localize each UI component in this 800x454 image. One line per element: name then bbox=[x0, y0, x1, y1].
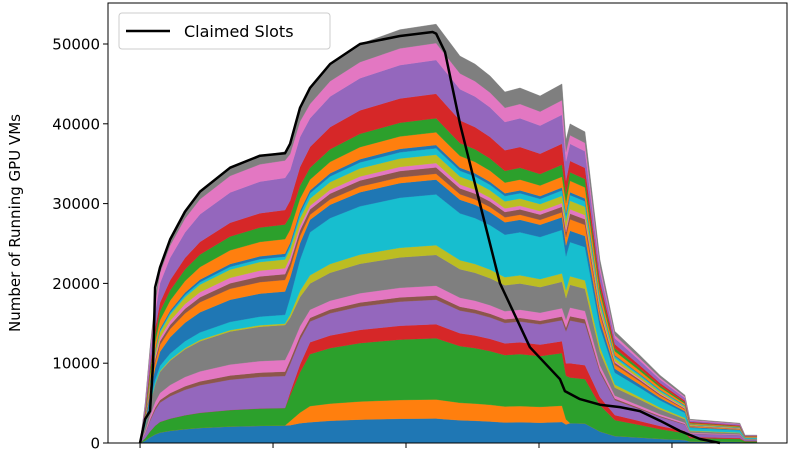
y-tick-label: 0 bbox=[90, 435, 100, 451]
y-tick-label: 40000 bbox=[52, 115, 100, 133]
plot-frame bbox=[107, 2, 788, 444]
y-tick-label: 10000 bbox=[52, 355, 100, 373]
y-axis: 0 10000 20000 30000 40000 50000 bbox=[52, 36, 108, 453]
line-claimed-slots bbox=[138, 30, 721, 445]
y-axis-label: Number of Running GPU VMs bbox=[6, 114, 24, 332]
legend-box bbox=[118, 12, 331, 50]
legend: Claimed Slots bbox=[118, 12, 331, 50]
series-lines bbox=[138, 30, 721, 445]
x-axis bbox=[139, 443, 673, 448]
y-tick-label: 30000 bbox=[52, 195, 100, 213]
stacked-areas bbox=[139, 23, 758, 444]
y-tick-label: 20000 bbox=[52, 275, 100, 293]
legend-label: Claimed Slots bbox=[184, 22, 294, 41]
y-tick-label: 50000 bbox=[52, 36, 100, 54]
